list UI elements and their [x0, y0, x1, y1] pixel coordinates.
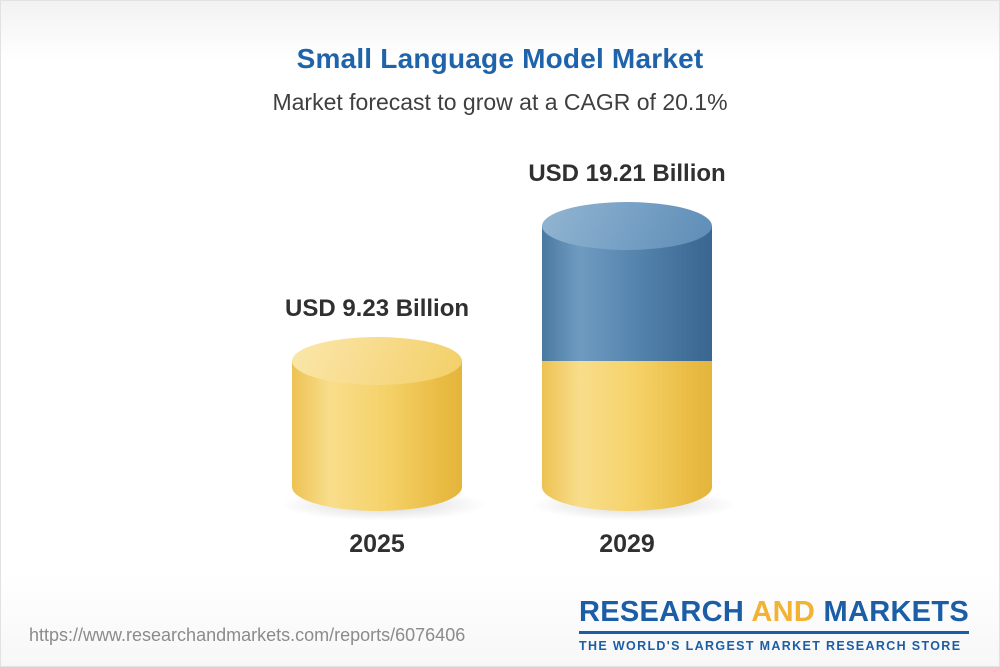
logo-wordmark: RESEARCH AND MARKETS [579, 598, 969, 627]
chart-subtitle: Market forecast to grow at a CAGR of 20.… [272, 89, 728, 115]
cylinder-2029 [542, 201, 712, 511]
value-label-2029: USD 19.21 Billion [528, 159, 726, 187]
bar-group-2025: USD 9.23 Billion [285, 295, 469, 511]
value-label-2025: USD 9.23 Billion [284, 295, 470, 323]
cylinder-2025-body [292, 361, 462, 511]
chart-title: Small Language Model Market [296, 43, 704, 74]
logo-word-and: AND [751, 596, 816, 628]
logo-tagline: THE WORLD'S LARGEST MARKET RESEARCH STOR… [578, 639, 962, 653]
axis-label-2029: 2029 [599, 530, 655, 558]
researchandmarkets-logo: RESEARCH AND MARKETS THE WORLD'S LARGEST… [578, 598, 969, 653]
report-url: https://www.researchandmarkets.com/repor… [29, 625, 466, 645]
logo-divider-rule [578, 631, 969, 634]
logo-word-markets: MARKETS [823, 596, 969, 628]
cylinder-2029-top-ellipse [542, 201, 712, 250]
cylinder-2025 [292, 337, 462, 511]
axis-label-2025: 2025 [349, 530, 405, 558]
bar-group-2029: USD 19.21 Billion [528, 160, 726, 511]
logo-word-research: RESEARCH [578, 596, 745, 628]
cylinder-2029-base-segment [542, 361, 712, 511]
cylinder-2025-top-ellipse [292, 337, 462, 386]
